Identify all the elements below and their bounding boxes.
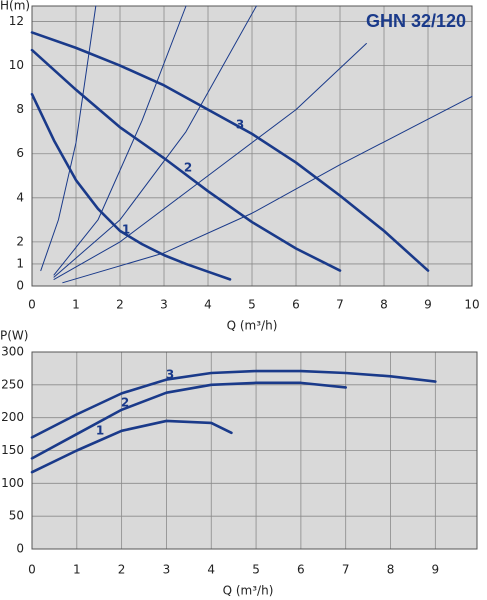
y-tick-label: 1 [16, 256, 24, 270]
y-axis-label: H(m) [0, 0, 30, 13]
x-tick-label: 4 [207, 563, 215, 577]
x-tick-label: 9 [424, 298, 432, 312]
y-tick-label: 8 [16, 102, 24, 116]
system-curve [53, 5, 187, 276]
x-axis-label: Q (m³/h) [223, 584, 274, 598]
pump-curve [30, 381, 347, 460]
x-tick-label: 2 [118, 563, 126, 577]
y-tick-label: 0 [16, 279, 24, 293]
system-curve [53, 5, 257, 278]
pump-curve [30, 48, 342, 272]
x-tick-label: 4 [204, 298, 212, 312]
x-tick-label: 5 [252, 563, 260, 577]
y-tick-label: 6 [16, 146, 24, 160]
y-tick-label: 100 [1, 476, 24, 490]
curve-label: 2 [121, 396, 129, 410]
x-tick-label: 6 [297, 563, 305, 577]
y-tick-label: 0 [16, 542, 24, 556]
plot-border [31, 5, 473, 287]
x-tick-label: 5 [248, 298, 256, 312]
curve-label: 3 [236, 118, 244, 132]
x-tick-label: 8 [387, 563, 395, 577]
y-tick-label: 4 [16, 190, 24, 204]
curve-label: 1 [96, 424, 104, 438]
x-tick-label: 9 [432, 563, 440, 577]
x-tick-label: 3 [163, 563, 171, 577]
x-tick-label: 8 [380, 298, 388, 312]
x-tick-label: 0 [28, 298, 36, 312]
y-axis-label: P(W) [0, 329, 28, 343]
x-tick-label: 7 [336, 298, 344, 312]
system-curve [40, 5, 97, 272]
y-tick-label: 2 [16, 234, 24, 248]
y-tick-label: 200 [1, 410, 24, 424]
x-tick-label: 0 [28, 563, 36, 577]
y-tick-label: 150 [1, 443, 24, 457]
x-tick-label: 3 [160, 298, 168, 312]
curve-label: 2 [184, 161, 192, 175]
x-tick-label: 10 [464, 298, 479, 312]
plot-border [31, 351, 478, 550]
x-tick-label: 6 [292, 298, 300, 312]
chart-title: GHN 32/120 [366, 11, 466, 31]
curve-label: 1 [122, 223, 130, 237]
y-tick-label: 10 [9, 58, 24, 72]
system-curve [62, 95, 473, 284]
x-tick-label: 1 [73, 563, 81, 577]
x-tick-label: 7 [342, 563, 350, 577]
pump-curve [30, 31, 430, 272]
system-curve [53, 42, 367, 280]
x-tick-label: 2 [116, 298, 124, 312]
y-tick-label: 300 [1, 345, 24, 359]
curve-label: 3 [166, 368, 174, 382]
pump-curve [30, 369, 437, 439]
pump-curve [30, 92, 232, 281]
y-tick-label: 250 [1, 377, 24, 391]
y-tick-label: 12 [9, 14, 24, 28]
x-tick-label: 1 [72, 298, 80, 312]
y-tick-label: 50 [9, 509, 24, 523]
pump-curve [30, 419, 233, 474]
x-axis-label: Q (m³/h) [227, 319, 278, 333]
